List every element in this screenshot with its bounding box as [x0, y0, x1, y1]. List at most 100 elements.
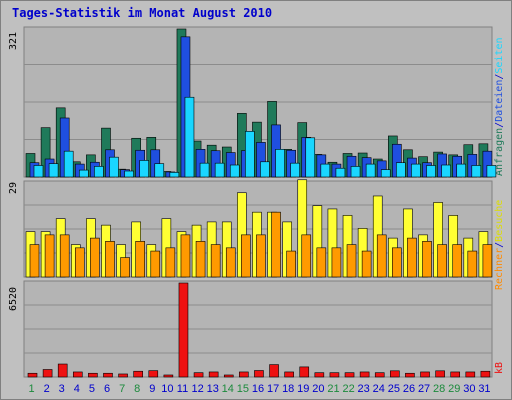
bar-rechner-day-16	[256, 234, 266, 278]
bar-rechner-day-14	[225, 247, 236, 278]
bar-seiten-day-12	[199, 162, 210, 178]
bar-seiten-day-3	[63, 150, 74, 178]
bar-seiten-day-22	[350, 166, 361, 178]
bar-seiten-day-18	[290, 162, 300, 178]
bar-seiten-day-23	[365, 163, 376, 178]
bar-kb-day-4	[72, 371, 83, 378]
bar-seiten-day-15	[245, 131, 255, 178]
bar-kb-day-20	[314, 372, 325, 378]
bar-kb-day-15	[239, 371, 249, 378]
bar-seiten-day-26	[411, 163, 421, 178]
x-label-day-30: 30	[463, 383, 476, 395]
bar-seiten-day-7	[124, 170, 134, 178]
x-label-day-26: 26	[402, 383, 416, 395]
bar-seiten-day-25	[396, 162, 406, 178]
bar-seiten-day-27	[426, 165, 436, 178]
bar-kb-day-28	[435, 370, 445, 378]
bar-kb-day-17	[269, 364, 279, 378]
x-label-day-23: 23	[357, 383, 370, 395]
bar-kb-day-26	[405, 372, 415, 378]
bar-kb-day-31	[480, 370, 491, 378]
bar-rechner-day-6	[105, 241, 115, 278]
bar-rechner-day-19	[301, 234, 312, 278]
bar-seiten-day-17	[275, 149, 285, 178]
x-label-day-13: 13	[206, 383, 219, 395]
x-label-day-31: 31	[478, 383, 491, 395]
bar-seiten-day-30	[471, 165, 482, 178]
bar-kb-day-21	[329, 372, 340, 378]
bar-kb-day-23	[359, 371, 370, 378]
bar-rechner-day-21	[331, 247, 342, 278]
bar-kb-day-25	[390, 370, 400, 378]
bar-seiten-day-24	[380, 169, 391, 178]
bar-rechner-day-25	[392, 247, 402, 278]
bar-rechner-day-13	[210, 244, 221, 278]
bar-seiten-day-10	[169, 172, 180, 178]
bar-rechner-day-24	[376, 234, 387, 278]
bar-kb-day-6	[103, 372, 113, 378]
bar-kb-day-1	[27, 372, 38, 378]
bar-seiten-day-11	[184, 96, 195, 178]
bar-seiten-day-4	[78, 169, 89, 178]
bar-kb-day-13	[208, 371, 219, 378]
bar-kb-day-27	[420, 371, 430, 378]
bar-rechner-day-1	[29, 244, 40, 278]
bar-rechner-day-22	[346, 244, 357, 278]
bar-kb-day-5	[88, 372, 98, 378]
bar-kb-day-12	[193, 372, 204, 378]
bar-rechner-day-28	[437, 244, 447, 278]
bar-rechner-day-12	[195, 241, 206, 278]
bar-rechner-day-26	[407, 237, 417, 278]
x-label-day-25: 25	[387, 383, 400, 395]
x-label-day-2: 2	[43, 383, 50, 395]
bar-kb-day-24	[374, 372, 385, 378]
bar-rechner-day-23	[361, 250, 372, 278]
x-label-day-9: 9	[149, 383, 156, 395]
x-label-day-14: 14	[221, 383, 234, 395]
bar-kb-day-29	[450, 371, 461, 378]
bar-kb-day-7	[118, 373, 128, 378]
bar-rechner-day-31	[482, 244, 493, 278]
x-label-day-21: 21	[327, 383, 340, 395]
bar-seiten-day-5	[94, 166, 104, 178]
bar-seiten-day-14	[229, 164, 240, 178]
bar-seiten-day-29	[456, 163, 467, 178]
bar-seiten-day-6	[109, 156, 119, 178]
x-label-day-10: 10	[161, 383, 174, 395]
bar-seiten-day-1	[33, 165, 44, 178]
bar-rechner-day-4	[74, 247, 85, 278]
x-label-day-12: 12	[191, 383, 204, 395]
bar-rechner-day-8	[135, 241, 145, 278]
bar-seiten-day-21	[335, 167, 346, 178]
bar-kb-day-18	[284, 371, 294, 378]
bar-seiten-day-13	[214, 162, 225, 178]
x-label-day-17: 17	[266, 383, 280, 395]
bar-seiten-day-2	[48, 163, 59, 178]
bar-seiten-day-31	[486, 165, 497, 178]
bar-seiten-day-8	[139, 160, 149, 178]
bar-rechner-day-10	[165, 247, 176, 278]
x-label-day-4: 4	[73, 383, 80, 395]
bar-rechner-day-9	[150, 250, 161, 278]
bar-rechner-day-15	[241, 234, 251, 278]
x-label-day-7: 7	[119, 383, 126, 395]
bar-rechner-day-30	[467, 250, 478, 278]
x-label-day-1: 1	[28, 383, 35, 395]
bar-kb-day-10	[163, 374, 174, 378]
bar-kb-day-8	[133, 370, 143, 378]
page-title: Tages-Statistik im Monat August 2010	[12, 6, 273, 20]
x-label-day-28: 28	[433, 383, 446, 395]
bar-kb-day-9	[148, 370, 159, 378]
bar-kb-day-19	[299, 366, 310, 378]
bar-rechner-day-18	[286, 250, 296, 278]
x-label-day-8: 8	[134, 383, 141, 395]
x-label-day-3: 3	[58, 383, 65, 395]
bar-rechner-day-3	[59, 234, 70, 278]
x-label-day-24: 24	[372, 383, 385, 395]
bar-seiten-day-16	[260, 161, 270, 178]
bar-kb-day-3	[57, 363, 68, 378]
x-label-day-29: 29	[448, 383, 461, 395]
x-label-day-18: 18	[282, 383, 295, 395]
x-label-day-15: 15	[236, 383, 250, 395]
